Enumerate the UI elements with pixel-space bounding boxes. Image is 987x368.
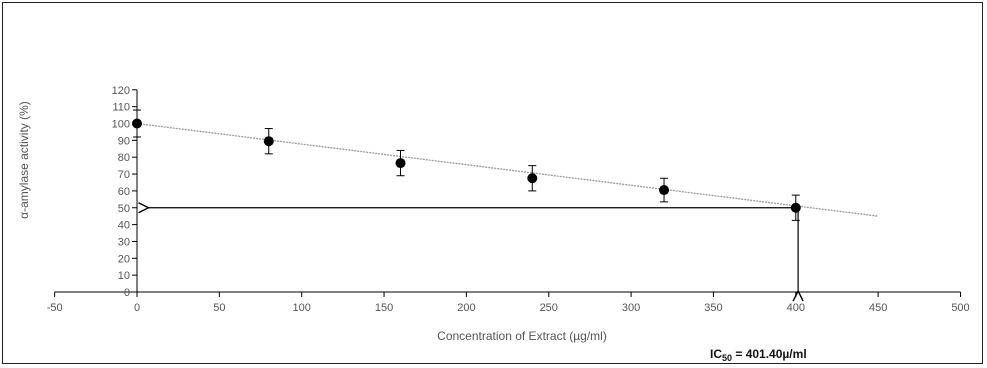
x-tick-label: 500 <box>951 302 969 314</box>
ic50-annotation: IC50 = 401.40µ/ml <box>710 347 807 363</box>
data-point <box>659 185 670 196</box>
y-tick-label: 20 <box>118 253 130 265</box>
y-tick-label: 110 <box>112 102 130 114</box>
data-point <box>790 202 801 213</box>
y-tick-label: 30 <box>118 236 130 248</box>
data-point <box>263 136 274 147</box>
x-axis-title: Concentration of Extract (µg/ml) <box>437 329 607 343</box>
y-tick-label: 80 <box>118 152 130 164</box>
data-point <box>132 118 142 129</box>
x-tick-label: -50 <box>47 302 63 314</box>
trendline <box>136 122 879 217</box>
x-tick-label: 400 <box>787 302 805 314</box>
data-point <box>527 173 538 184</box>
ic50-subscript: 50 <box>722 353 732 363</box>
y-tick-label: 0 <box>124 287 130 299</box>
y-tick-label: 70 <box>118 169 130 181</box>
x-tick-label: 50 <box>213 302 225 314</box>
y-tick-label: 120 <box>112 85 130 97</box>
x-tick-label: 0 <box>134 302 140 314</box>
y-tick-label: 90 <box>118 135 130 147</box>
x-tick-label: 250 <box>540 302 558 314</box>
y-tick-label: 50 <box>118 203 130 215</box>
x-tick-label: 300 <box>622 302 640 314</box>
y-tick-label: 10 <box>118 270 130 282</box>
x-tick-label: 350 <box>704 302 722 314</box>
y-tick-label: 100 <box>112 119 130 131</box>
x-tick-label: 150 <box>375 302 393 314</box>
ic50-value: = 401.40µ/ml <box>732 347 807 361</box>
y-tick-label: 40 <box>118 220 130 232</box>
y-tick-label: 60 <box>118 186 130 198</box>
x-tick-label: 100 <box>293 302 311 314</box>
data-point <box>395 158 406 169</box>
chart-frame <box>2 2 983 364</box>
y-axis-title: α-amylase activity (%) <box>17 101 31 219</box>
x-tick-label: 450 <box>869 302 887 314</box>
ic50-prefix: IC <box>710 347 722 361</box>
x-tick-label: 200 <box>457 302 475 314</box>
